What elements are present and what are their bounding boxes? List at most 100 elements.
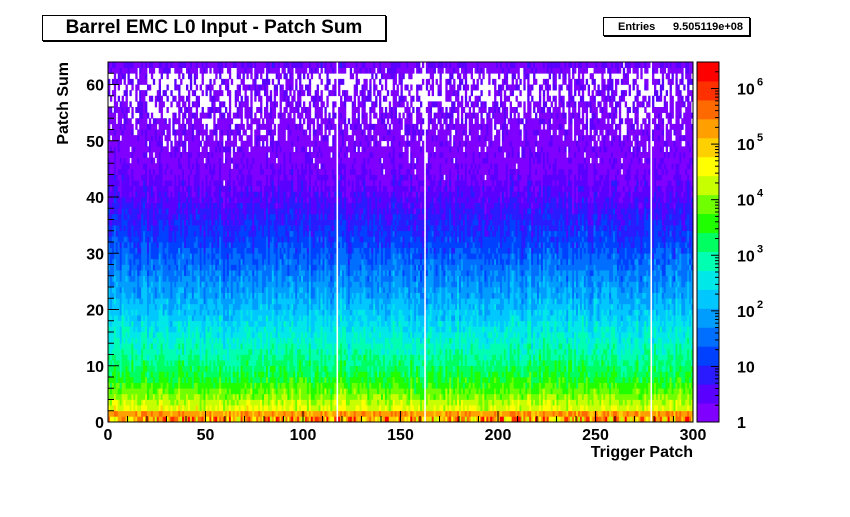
heatmap-cell — [139, 242, 142, 248]
heatmap-cell — [135, 62, 138, 68]
heatmap-cell — [119, 382, 122, 389]
heatmap-cell — [137, 157, 140, 164]
heatmap-cell — [150, 236, 154, 243]
heatmap-cell — [108, 197, 111, 203]
heatmap-cell — [121, 405, 124, 412]
heatmap-cell — [160, 326, 163, 333]
heatmap-cell — [121, 247, 124, 254]
heatmap-cell — [109, 270, 113, 277]
heatmap-cell — [113, 377, 117, 383]
heatmap-cell — [135, 332, 138, 338]
heatmap-cell — [162, 230, 165, 237]
heatmap-cell — [150, 230, 154, 237]
heatmap-cell — [119, 399, 122, 406]
heatmap-cell — [145, 236, 148, 243]
heatmap-cell — [113, 393, 117, 400]
heatmap-cell — [131, 180, 134, 187]
heatmap-cell — [129, 180, 132, 187]
heatmap-cell — [154, 180, 158, 187]
heatmap-cell — [137, 180, 140, 187]
heatmap-cell — [129, 354, 132, 361]
heatmap-cell — [145, 337, 148, 344]
heatmap-cell — [195, 112, 199, 119]
heatmap-cell — [131, 275, 134, 282]
heatmap-cell — [162, 309, 165, 316]
heatmap-cell — [135, 208, 138, 215]
heatmap-cell — [123, 225, 126, 232]
heatmap-cell — [121, 253, 124, 260]
heatmap-cell — [109, 112, 113, 119]
heatmap-cell — [150, 258, 154, 265]
heatmap-cell — [152, 197, 156, 203]
heatmap-cell — [143, 247, 146, 254]
heatmap-cell — [129, 360, 132, 367]
heatmap-cell — [131, 213, 134, 220]
heatmap-cell — [133, 377, 136, 383]
heatmap-cell — [137, 168, 140, 175]
heatmap-cell — [137, 337, 140, 344]
heatmap-cell — [109, 174, 113, 181]
heatmap-cell — [209, 78, 212, 85]
heatmap-cell — [148, 343, 152, 350]
heatmap-cell — [201, 73, 204, 80]
heatmap-cell — [154, 365, 158, 372]
heatmap-cell — [156, 270, 160, 277]
heatmap-cell — [133, 388, 136, 395]
heatmap-cell — [145, 73, 148, 80]
heatmap-cell — [148, 410, 152, 417]
heatmap-cell — [121, 163, 124, 170]
heatmap-cell — [109, 230, 113, 237]
heatmap-cell — [258, 118, 261, 125]
heatmap-cell — [135, 377, 138, 383]
heatmap-cell — [154, 315, 158, 322]
heatmap-cell — [148, 292, 152, 299]
heatmap-cell — [139, 281, 142, 288]
heatmap-cell — [108, 315, 111, 322]
heatmap-cell — [254, 78, 257, 85]
heatmap-cell — [160, 135, 163, 142]
heatmap-cell — [135, 152, 138, 158]
heatmap-cell — [133, 247, 136, 254]
heatmap-cell — [201, 135, 204, 142]
heatmap-cell — [121, 174, 124, 181]
heatmap-cell — [125, 123, 128, 130]
heatmap-cell — [123, 393, 126, 400]
heatmap-cell — [113, 168, 117, 175]
heatmap-cell — [154, 197, 158, 203]
heatmap-cell — [267, 78, 271, 85]
heatmap-cell — [145, 140, 148, 147]
heatmap-cell — [123, 118, 126, 125]
heatmap-cell — [154, 388, 158, 395]
heatmap-cell — [131, 135, 134, 142]
heatmap-cell — [139, 337, 142, 344]
heatmap-cell — [127, 208, 130, 215]
heatmap-cell — [141, 343, 144, 350]
heatmap-cell — [111, 123, 115, 130]
heatmap-cell — [113, 219, 117, 226]
heatmap-cell — [228, 163, 232, 170]
heatmap-cell — [133, 399, 136, 406]
heatmap-cell — [125, 197, 128, 203]
heatmap-cell — [121, 258, 124, 265]
heatmap-cell — [148, 213, 152, 220]
heatmap-cell — [258, 90, 261, 97]
heatmap-cell — [147, 371, 150, 378]
heatmap-cell — [154, 360, 158, 367]
heatmap-cell — [141, 354, 144, 361]
heatmap-cell — [139, 208, 142, 215]
heatmap-cell — [225, 107, 228, 113]
heatmap-cell — [143, 264, 146, 271]
heatmap-cell — [143, 377, 146, 383]
heatmap-cell — [117, 123, 121, 130]
heatmap-cell — [148, 275, 152, 282]
heatmap-cell — [150, 152, 154, 158]
heatmap-cell — [125, 230, 128, 237]
heatmap-cell — [123, 185, 126, 192]
heatmap-cell — [111, 287, 115, 293]
heatmap-cell — [125, 337, 128, 344]
heatmap-cell — [119, 348, 122, 355]
heatmap-cell — [158, 337, 161, 344]
heatmap-cell — [152, 275, 156, 282]
heatmap-cell — [117, 197, 121, 203]
heatmap-cell — [143, 337, 146, 344]
